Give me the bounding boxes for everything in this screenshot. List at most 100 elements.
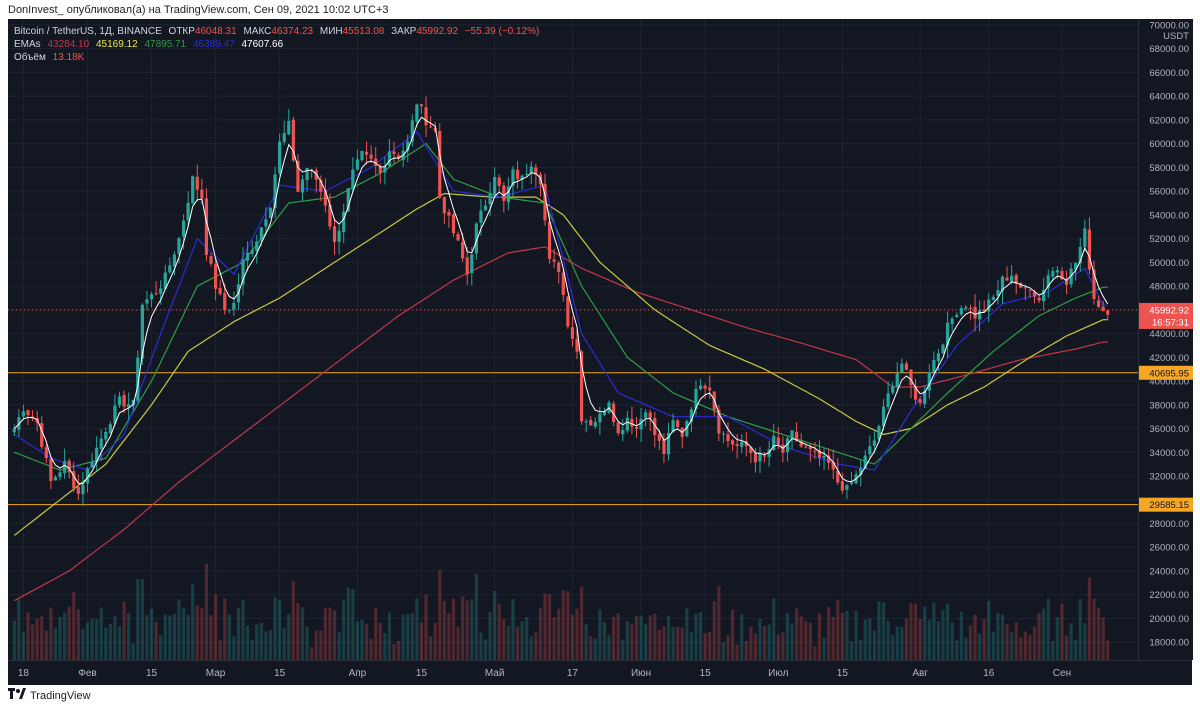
volume-bar xyxy=(282,628,286,660)
candle xyxy=(703,383,707,399)
candle-body xyxy=(973,306,977,319)
volume-bar xyxy=(181,607,186,660)
price-tick-label: 44000.00 xyxy=(1149,329,1189,340)
candle xyxy=(415,103,419,128)
candle-body xyxy=(1078,246,1082,264)
volume-bar xyxy=(328,607,332,660)
candle-body xyxy=(291,119,295,161)
price-tick-label: 18000.00 xyxy=(1149,638,1189,649)
price-tick-label: 40000.00 xyxy=(1149,377,1189,388)
candle-body xyxy=(113,405,117,424)
candle xyxy=(845,483,849,499)
symbol-title[interactable]: Bitcoin / TetherUS, 1Д, BINANCE xyxy=(14,26,162,37)
volume-bar xyxy=(717,586,721,660)
candle-body xyxy=(461,242,465,259)
candle-body xyxy=(827,455,831,463)
candle xyxy=(305,167,309,192)
candle-body xyxy=(104,431,108,440)
candle-body xyxy=(67,460,71,473)
volume-bar xyxy=(520,621,524,660)
candle xyxy=(168,257,172,275)
volume-bar xyxy=(90,618,94,660)
candle-body xyxy=(904,363,909,370)
time-tick-label: Май xyxy=(485,668,505,679)
price-tick-label: 50000.00 xyxy=(1149,258,1189,269)
volume-bar xyxy=(186,614,190,660)
volume-bar xyxy=(232,636,236,660)
candle-body xyxy=(1069,268,1073,285)
candle-body xyxy=(593,421,597,427)
price-tick-label: 24000.00 xyxy=(1149,566,1189,577)
open-value: 46048.31 xyxy=(194,26,237,37)
candle xyxy=(840,472,844,495)
candle xyxy=(566,296,570,329)
volume-bar xyxy=(735,644,739,660)
close-value: 45992.92 xyxy=(416,26,459,37)
ema-value-1: 43284.10 xyxy=(47,39,90,50)
candle-body xyxy=(520,175,524,180)
candle xyxy=(515,161,520,189)
candle-body xyxy=(735,444,739,446)
volume-bar xyxy=(419,622,424,660)
candle xyxy=(735,433,739,459)
candle xyxy=(76,474,80,501)
candle-body xyxy=(923,390,927,405)
volume-bar xyxy=(584,624,588,660)
chart-panel[interactable]: Bitcoin / TetherUS, 1Д, BINANCE ОТКР4604… xyxy=(8,19,1138,660)
candle xyxy=(497,174,501,193)
candle-body xyxy=(872,440,876,446)
ema-label[interactable]: EMAs xyxy=(14,39,41,50)
candle xyxy=(918,396,922,407)
ema-line xyxy=(14,142,1108,471)
candle-body xyxy=(685,421,689,437)
volume-bar xyxy=(1046,598,1050,660)
price-tick-label: 20000.00 xyxy=(1149,614,1189,625)
candle xyxy=(945,311,950,359)
candle-body xyxy=(529,166,533,174)
volume-bar xyxy=(30,624,35,660)
candle-body xyxy=(982,309,986,312)
volume-bar xyxy=(932,602,936,660)
candle-body xyxy=(726,434,730,442)
volume-bar xyxy=(1087,577,1092,660)
volume-bar xyxy=(1101,617,1105,660)
candle-body xyxy=(602,411,607,415)
volume-bar xyxy=(767,624,771,660)
last-price-tag xyxy=(1139,302,1193,329)
volume-bar xyxy=(447,613,451,660)
candle xyxy=(63,448,67,479)
candle-body xyxy=(1060,270,1064,280)
candle-body xyxy=(1019,282,1023,288)
candle-body xyxy=(127,404,131,408)
candles xyxy=(12,96,1110,507)
volume-bar xyxy=(451,598,456,660)
candle-body xyxy=(579,351,584,422)
symbol-row: Bitcoin / TetherUS, 1Д, BINANCE ОТКР4604… xyxy=(14,25,543,38)
candle-body xyxy=(410,120,414,142)
volume-bar xyxy=(927,619,931,660)
price-axis[interactable]: 18000.00 20000.00 22000.00 24000.00 26000.00… xyxy=(1138,19,1193,660)
candle-body xyxy=(204,198,209,255)
candle xyxy=(246,241,250,272)
volume-bar xyxy=(639,615,643,660)
time-axis[interactable]: 18 Фев 15 Мар 15 Апр 15 Май 17 Июн 15 Июл 15 Авг 16 Сен xyxy=(8,660,1192,685)
time-tick-label: Авг xyxy=(912,668,928,679)
volume-label[interactable]: Объём xyxy=(14,52,46,63)
candle xyxy=(1055,266,1059,279)
candle xyxy=(113,394,117,427)
price-tick-label: 42000.00 xyxy=(1149,353,1189,364)
price-chart[interactable] xyxy=(8,19,1138,660)
candle-body xyxy=(81,484,85,495)
candle xyxy=(785,436,790,462)
volume-bar xyxy=(703,633,707,660)
candle xyxy=(264,207,268,236)
candle xyxy=(419,104,424,114)
candle xyxy=(488,182,492,217)
candle-body xyxy=(378,166,382,173)
volume-bar xyxy=(694,613,698,660)
candle xyxy=(12,424,16,436)
volume-bar xyxy=(209,615,213,660)
volume-bar xyxy=(991,631,995,660)
candle-body xyxy=(392,151,396,155)
candle xyxy=(525,163,529,177)
